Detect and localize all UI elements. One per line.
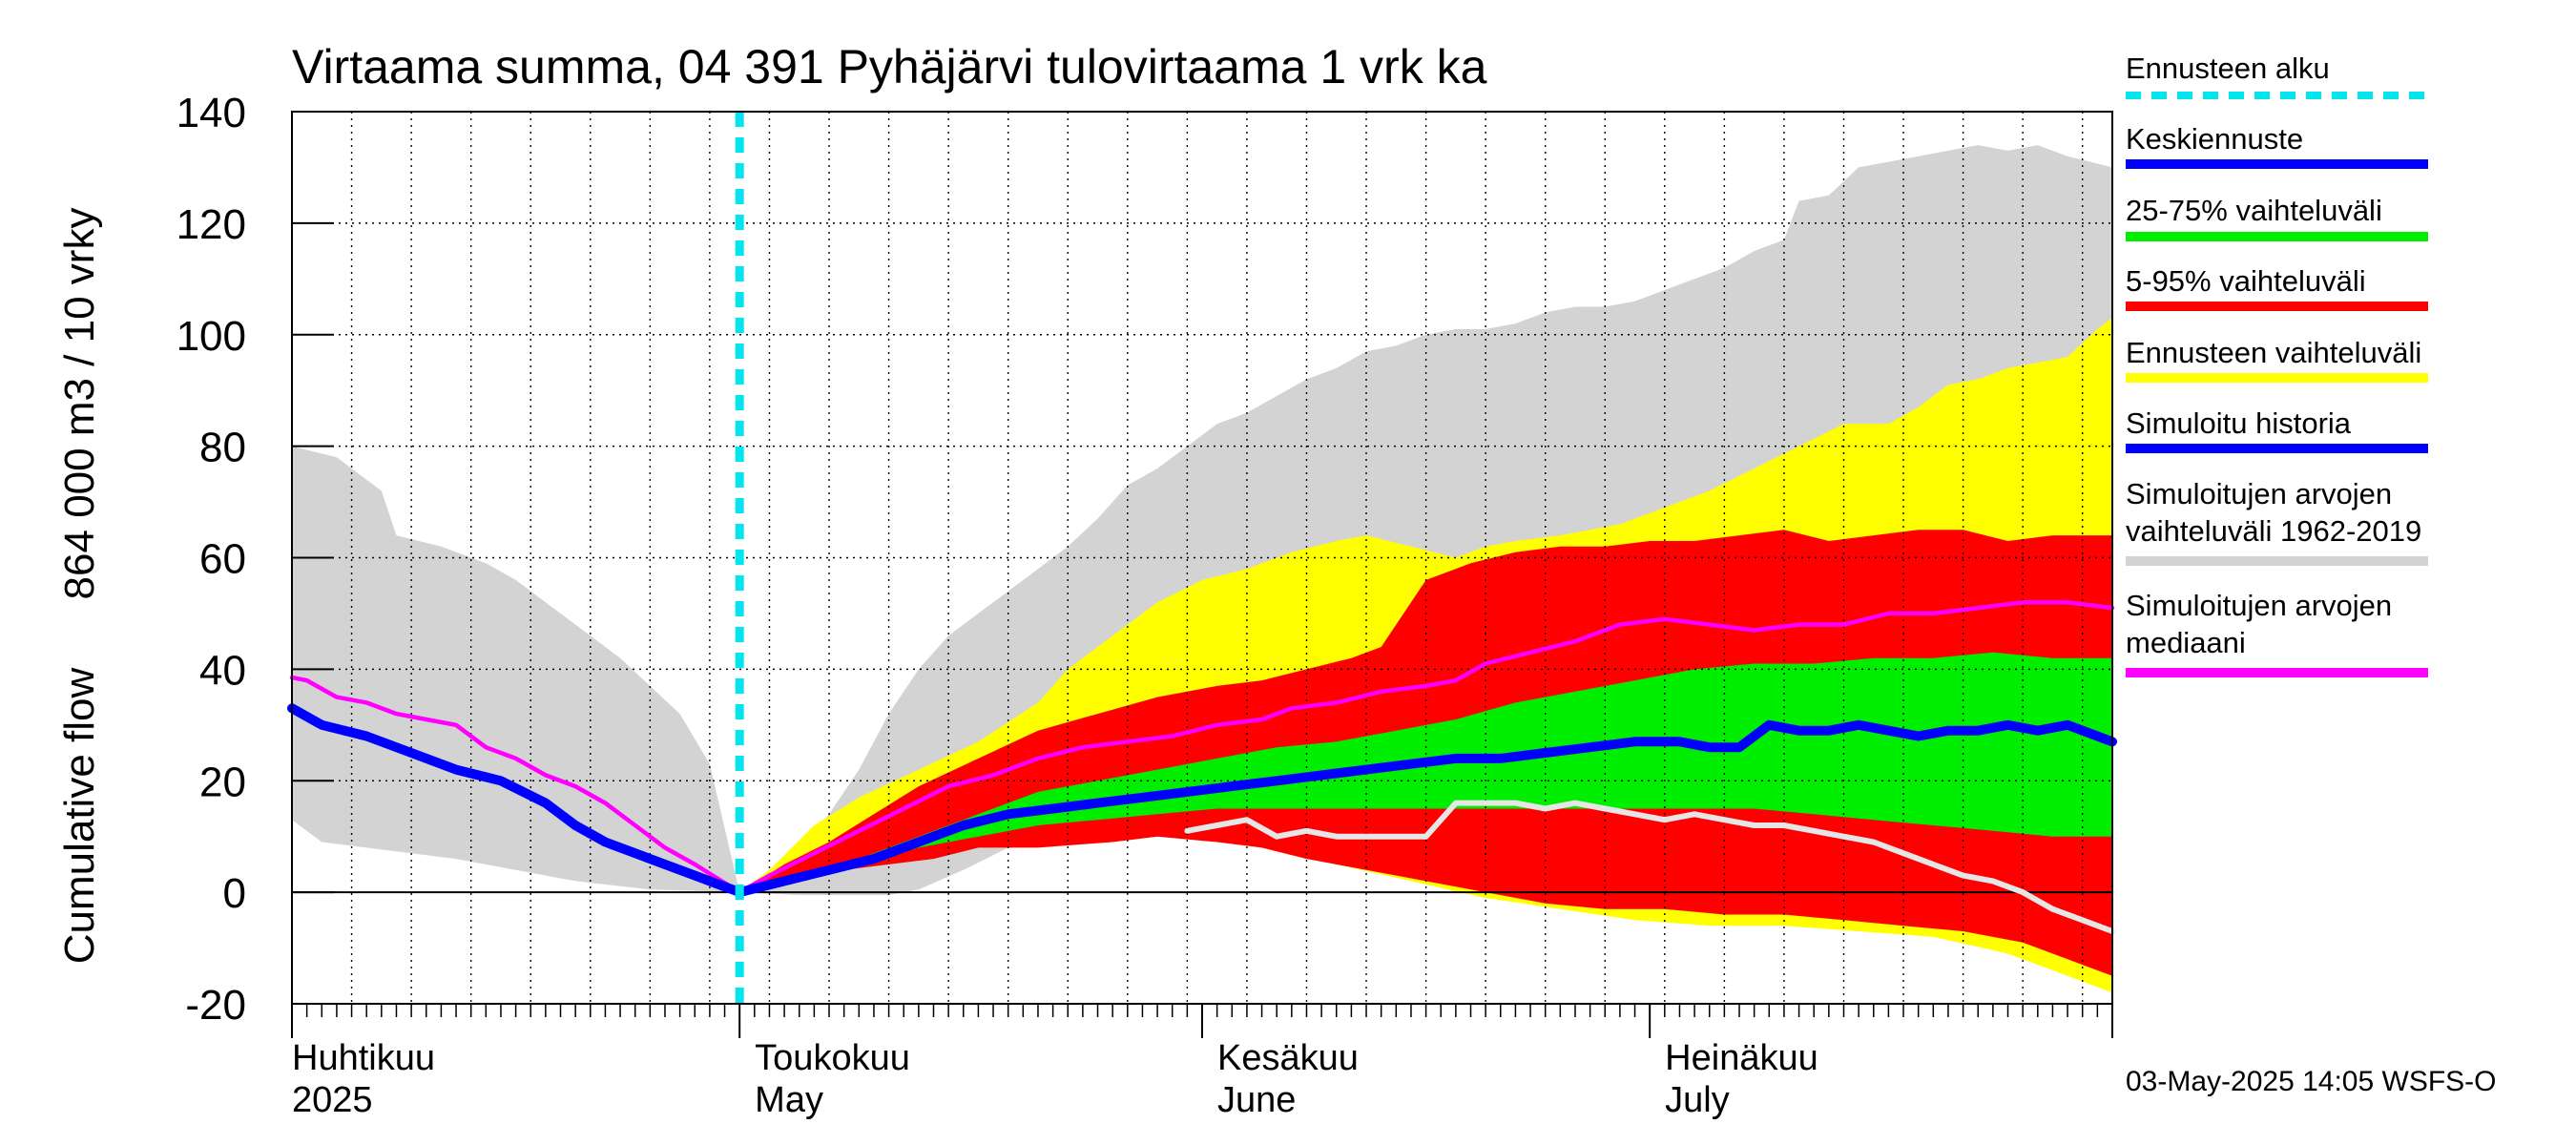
y-tick-label: 100	[177, 313, 246, 360]
footer-timestamp: 03-May-2025 14:05 WSFS-O	[2126, 1066, 2497, 1097]
legend-label: vaihteluväli 1962-2019	[2126, 514, 2421, 548]
legend: Ennusteen alku Keskiennuste 25-75% vaihtel…	[2126, 52, 2428, 677]
month-label-fi: Kesäkuu	[1217, 1038, 1359, 1078]
y-tick-label: 120	[177, 201, 246, 248]
hist-median-line	[289, 600, 2115, 895]
month-label-fi: Heinäkuu	[1665, 1038, 1818, 1078]
month-label-en: June	[1217, 1080, 1296, 1120]
band-25-75-area	[739, 652, 2113, 893]
legend-label: 25-75% vaihteluväli	[2126, 194, 2382, 227]
month-label-fi: Toukokuu	[755, 1038, 910, 1078]
y-tick-label: 20	[199, 759, 246, 805]
chart-title: Virtaama summa, 04 391 Pyhäjärvi tulovir…	[292, 40, 1487, 94]
month-label-en: 2025	[292, 1080, 373, 1120]
month-label-en: July	[1665, 1080, 1730, 1120]
grid-lines	[292, 111, 2112, 1005]
sim-history-line	[287, 703, 745, 898]
y-tick-label: 0	[223, 870, 246, 917]
legend-label: Ennusteen alku	[2126, 52, 2330, 85]
month-label-en: May	[755, 1080, 823, 1120]
y-tick-label: 40	[199, 647, 246, 694]
legend-label: 5-95% vaihteluväli	[2126, 264, 2366, 298]
band-25-75	[739, 652, 2113, 893]
legend-label: mediaani	[2126, 626, 2246, 659]
white-scenario-line	[1184, 800, 2115, 934]
legend-label: Simuloitujen arvojen	[2126, 477, 2392, 510]
y-axis-label-bottom: Cumulative flow	[56, 668, 103, 965]
legend-label: Keskiennuste	[2126, 122, 2303, 156]
y-axis-label-top: 864 000 m3 / 10 vrky	[56, 208, 103, 600]
month-label-fi: Huhtikuu	[292, 1038, 435, 1078]
legend-label: Simuloitujen arvojen	[2126, 589, 2392, 622]
y-tick-label: 60	[199, 536, 246, 583]
y-tick-label: 80	[199, 425, 246, 471]
legend-label: Ennusteen vaihteluväli	[2126, 336, 2421, 369]
y-tick-label: 140	[177, 90, 246, 136]
mean-forecast-line	[735, 719, 2117, 898]
y-tick-label: -20	[185, 982, 246, 1029]
y-axis: -20 0 20 40 60 80 100 120 140	[177, 90, 334, 1029]
series-lines	[287, 600, 2117, 934]
legend-label: Simuloitu historia	[2126, 406, 2352, 440]
